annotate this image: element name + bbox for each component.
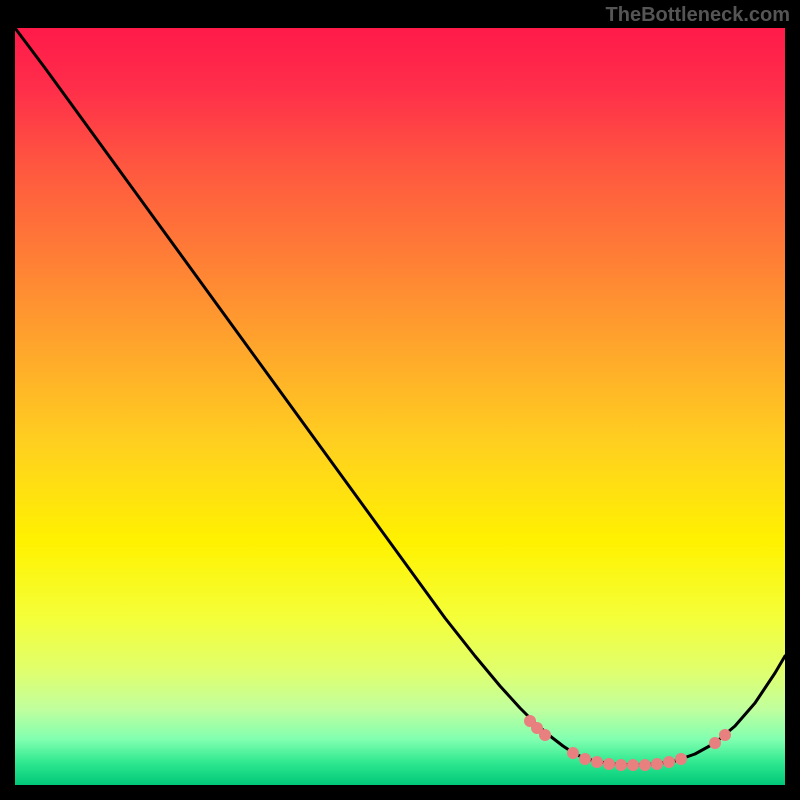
bottleneck-curve (15, 28, 785, 765)
curve-layer (15, 28, 785, 785)
data-marker (603, 758, 615, 770)
data-markers (524, 715, 731, 771)
data-marker (709, 737, 721, 749)
data-marker (579, 753, 591, 765)
data-marker (719, 729, 731, 741)
data-marker (567, 747, 579, 759)
chart-container: TheBottleneck.com (0, 0, 800, 800)
watermark-text: TheBottleneck.com (606, 4, 790, 27)
data-marker (675, 753, 687, 765)
data-marker (651, 758, 663, 770)
data-marker (639, 759, 651, 771)
data-marker (627, 759, 639, 771)
data-marker (615, 759, 627, 771)
data-marker (539, 729, 551, 741)
data-marker (591, 756, 603, 768)
plot-area (15, 28, 785, 785)
data-marker (663, 756, 675, 768)
